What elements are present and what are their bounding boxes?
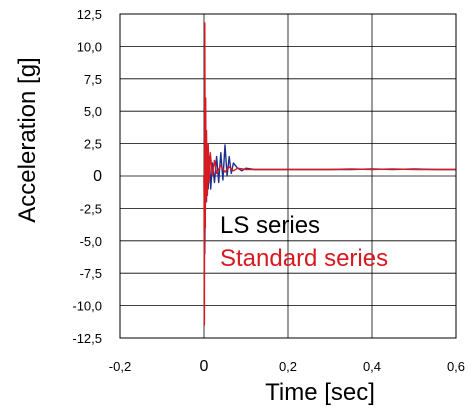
y-tick-labels: 12,5 10,0 7,5 5,0 2,5 0 -2,5 -5,0 -7,5 -10,0 -12,5 (72, 7, 102, 346)
series-layer (203, 22, 456, 326)
y-tick-label: 2,5 (84, 137, 102, 152)
x-tick-label: 0 (200, 358, 209, 375)
x-tick-label: 0,2 (279, 359, 297, 374)
y-tick-label: 12,5 (77, 7, 102, 22)
x-tick-label: 0,6 (447, 359, 465, 374)
legend-standard-series: Standard series (220, 245, 388, 272)
y-axis-title: Acceleration [g] (14, 57, 41, 222)
y-tick-label: -10,0 (72, 299, 102, 314)
y-tick-label: 7,5 (84, 72, 102, 87)
y-tick-label: -12,5 (72, 331, 102, 346)
y-tick-label: 0 (93, 168, 102, 185)
x-tick-label: -0,2 (109, 359, 131, 374)
y-tick-label: 5,0 (84, 104, 102, 119)
x-axis-title: Time [sec] (265, 379, 375, 406)
y-tick-label: -2,5 (80, 201, 102, 216)
x-tick-label: 0,4 (363, 359, 381, 374)
x-tick-labels: -0,2 0 0,2 0,4 0,6 (109, 358, 465, 375)
series-line-standard (203, 22, 456, 326)
y-tick-label: -7,5 (80, 266, 102, 281)
y-tick-label: 10,0 (77, 39, 102, 54)
y-tick-label: -5,0 (80, 234, 102, 249)
legend-ls-series: LS series (220, 212, 320, 239)
plot-frame (119, 13, 457, 339)
